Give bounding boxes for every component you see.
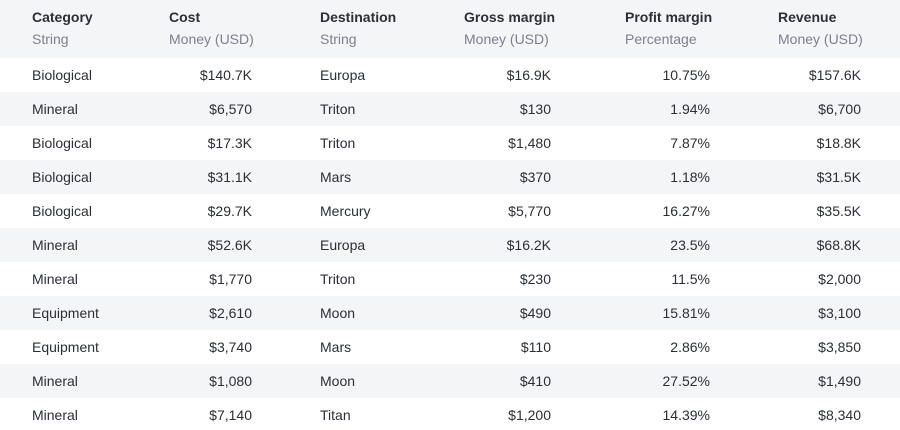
cell-gross-margin: $1,480 bbox=[508, 135, 551, 151]
cell-category: Biological bbox=[32, 135, 92, 151]
table-row[interactable]: Biological $140.7K Europa $16.9K 10.75% $157.… bbox=[0, 58, 900, 92]
cell-profit-margin: 14.39% bbox=[662, 407, 710, 423]
cell-category: Biological bbox=[32, 169, 92, 185]
cell-cost: $2,610 bbox=[209, 305, 252, 321]
cell-destination: Triton bbox=[320, 135, 356, 151]
column-type: String bbox=[32, 31, 69, 47]
cell-cost: $31.1K bbox=[207, 169, 252, 185]
cell-destination: Triton bbox=[320, 101, 356, 117]
column-type: String bbox=[320, 31, 357, 47]
table-row[interactable]: Biological $29.7K Mercury $5,770 16.27% $35.5… bbox=[0, 194, 900, 228]
table-row[interactable]: Equipment $3,740 Mars $110 2.86% $3,850 bbox=[0, 330, 900, 364]
cell-revenue: $18.8K bbox=[816, 135, 861, 151]
cell-destination: Triton bbox=[320, 271, 356, 287]
cell-profit-margin: 2.86% bbox=[670, 339, 710, 355]
cell-category: Biological bbox=[32, 67, 92, 83]
cell-gross-margin: $16.9K bbox=[506, 67, 551, 83]
table-row[interactable]: Mineral $1,770 Triton $230 11.5% $2,000 bbox=[0, 262, 900, 296]
cell-cost: $17.3K bbox=[207, 135, 252, 151]
table-row[interactable]: Biological $31.1K Mars $370 1.18% $31.5K bbox=[0, 160, 900, 194]
cell-destination: Mars bbox=[320, 169, 352, 185]
cell-destination: Europa bbox=[320, 237, 366, 253]
table-body: Biological $140.7K Europa $16.9K 10.75% $157.… bbox=[0, 58, 900, 430]
cell-category: Biological bbox=[32, 203, 92, 219]
cell-destination: Mercury bbox=[320, 203, 371, 219]
cell-category: Equipment bbox=[32, 339, 99, 355]
cell-profit-margin: 7.87% bbox=[670, 135, 710, 151]
table-row[interactable]: Equipment $2,610 Moon $490 15.81% $3,100 bbox=[0, 296, 900, 330]
column-name: Profit margin bbox=[625, 9, 713, 25]
cell-profit-margin: 27.52% bbox=[662, 373, 710, 389]
column-name: Revenue bbox=[778, 9, 837, 25]
cell-revenue: $31.5K bbox=[816, 169, 861, 185]
cell-cost: $52.6K bbox=[207, 237, 252, 253]
cell-gross-margin: $5,770 bbox=[508, 203, 551, 219]
cell-revenue: $6,700 bbox=[818, 101, 861, 117]
cell-profit-margin: 10.75% bbox=[662, 67, 710, 83]
cell-gross-margin: $230 bbox=[519, 271, 551, 287]
cell-destination: Europa bbox=[320, 67, 366, 83]
cell-revenue: $3,850 bbox=[818, 339, 861, 355]
cell-cost: $29.7K bbox=[207, 203, 252, 219]
cell-profit-margin: 1.18% bbox=[670, 169, 710, 185]
cell-profit-margin: 16.27% bbox=[662, 203, 710, 219]
column-name: Destination bbox=[320, 9, 397, 25]
cell-cost: $140.7K bbox=[199, 67, 252, 83]
cell-revenue: $1,490 bbox=[818, 373, 861, 389]
column-name: Cost bbox=[169, 9, 201, 25]
cell-cost: $7,140 bbox=[209, 407, 252, 423]
cell-gross-margin: $1,200 bbox=[508, 407, 551, 423]
column-type: Percentage bbox=[625, 31, 697, 47]
table-row[interactable]: Mineral $6,570 Triton $130 1.94% $6,700 bbox=[0, 92, 900, 126]
cell-profit-margin: 1.94% bbox=[670, 101, 710, 117]
cell-revenue: $8,340 bbox=[818, 407, 861, 423]
column-name: Gross margin bbox=[464, 9, 556, 25]
cell-revenue: $35.5K bbox=[816, 203, 861, 219]
table-row[interactable]: Mineral $7,140 Titan $1,200 14.39% $8,340 bbox=[0, 398, 900, 430]
table-row[interactable]: Mineral $52.6K Europa $16.2K 23.5% $68.8K bbox=[0, 228, 900, 262]
cell-revenue: $2,000 bbox=[818, 271, 861, 287]
cell-category: Mineral bbox=[32, 101, 78, 117]
cell-destination: Moon bbox=[320, 373, 356, 389]
table-header: Category String Cost Money (USD) Destination… bbox=[0, 0, 900, 58]
column-type: Money (USD) bbox=[169, 31, 254, 47]
cell-destination: Titan bbox=[320, 407, 351, 423]
cell-profit-margin: 23.5% bbox=[670, 237, 710, 253]
table-row[interactable]: Biological $17.3K Triton $1,480 7.87% $18.8K bbox=[0, 126, 900, 160]
cell-category: Equipment bbox=[32, 305, 99, 321]
cell-cost: $1,080 bbox=[209, 373, 252, 389]
cell-gross-margin: $490 bbox=[519, 305, 551, 321]
cell-gross-margin: $16.2K bbox=[506, 237, 551, 253]
column-name: Category bbox=[32, 9, 93, 25]
cell-category: Mineral bbox=[32, 373, 78, 389]
cell-cost: $6,570 bbox=[209, 101, 252, 117]
column-type: Money (USD) bbox=[778, 31, 863, 47]
cell-gross-margin: $110 bbox=[520, 339, 551, 355]
cell-cost: $1,770 bbox=[209, 271, 252, 287]
column-type: Money (USD) bbox=[464, 31, 549, 47]
cell-revenue: $3,100 bbox=[818, 305, 861, 321]
cell-category: Mineral bbox=[32, 407, 78, 423]
cell-category: Mineral bbox=[32, 237, 78, 253]
cell-gross-margin: $130 bbox=[519, 101, 551, 117]
cell-destination: Mars bbox=[320, 339, 352, 355]
cell-gross-margin: $370 bbox=[519, 169, 551, 185]
cell-revenue: $157.6K bbox=[808, 67, 861, 83]
cell-revenue: $68.8K bbox=[816, 237, 861, 253]
cell-profit-margin: 15.81% bbox=[662, 305, 710, 321]
cell-gross-margin: $410 bbox=[519, 373, 551, 389]
table-row[interactable]: Mineral $1,080 Moon $410 27.52% $1,490 bbox=[0, 364, 900, 398]
cell-destination: Moon bbox=[320, 305, 356, 321]
cell-profit-margin: 11.5% bbox=[671, 271, 710, 287]
cell-category: Mineral bbox=[32, 271, 78, 287]
cell-cost: $3,740 bbox=[209, 339, 252, 355]
